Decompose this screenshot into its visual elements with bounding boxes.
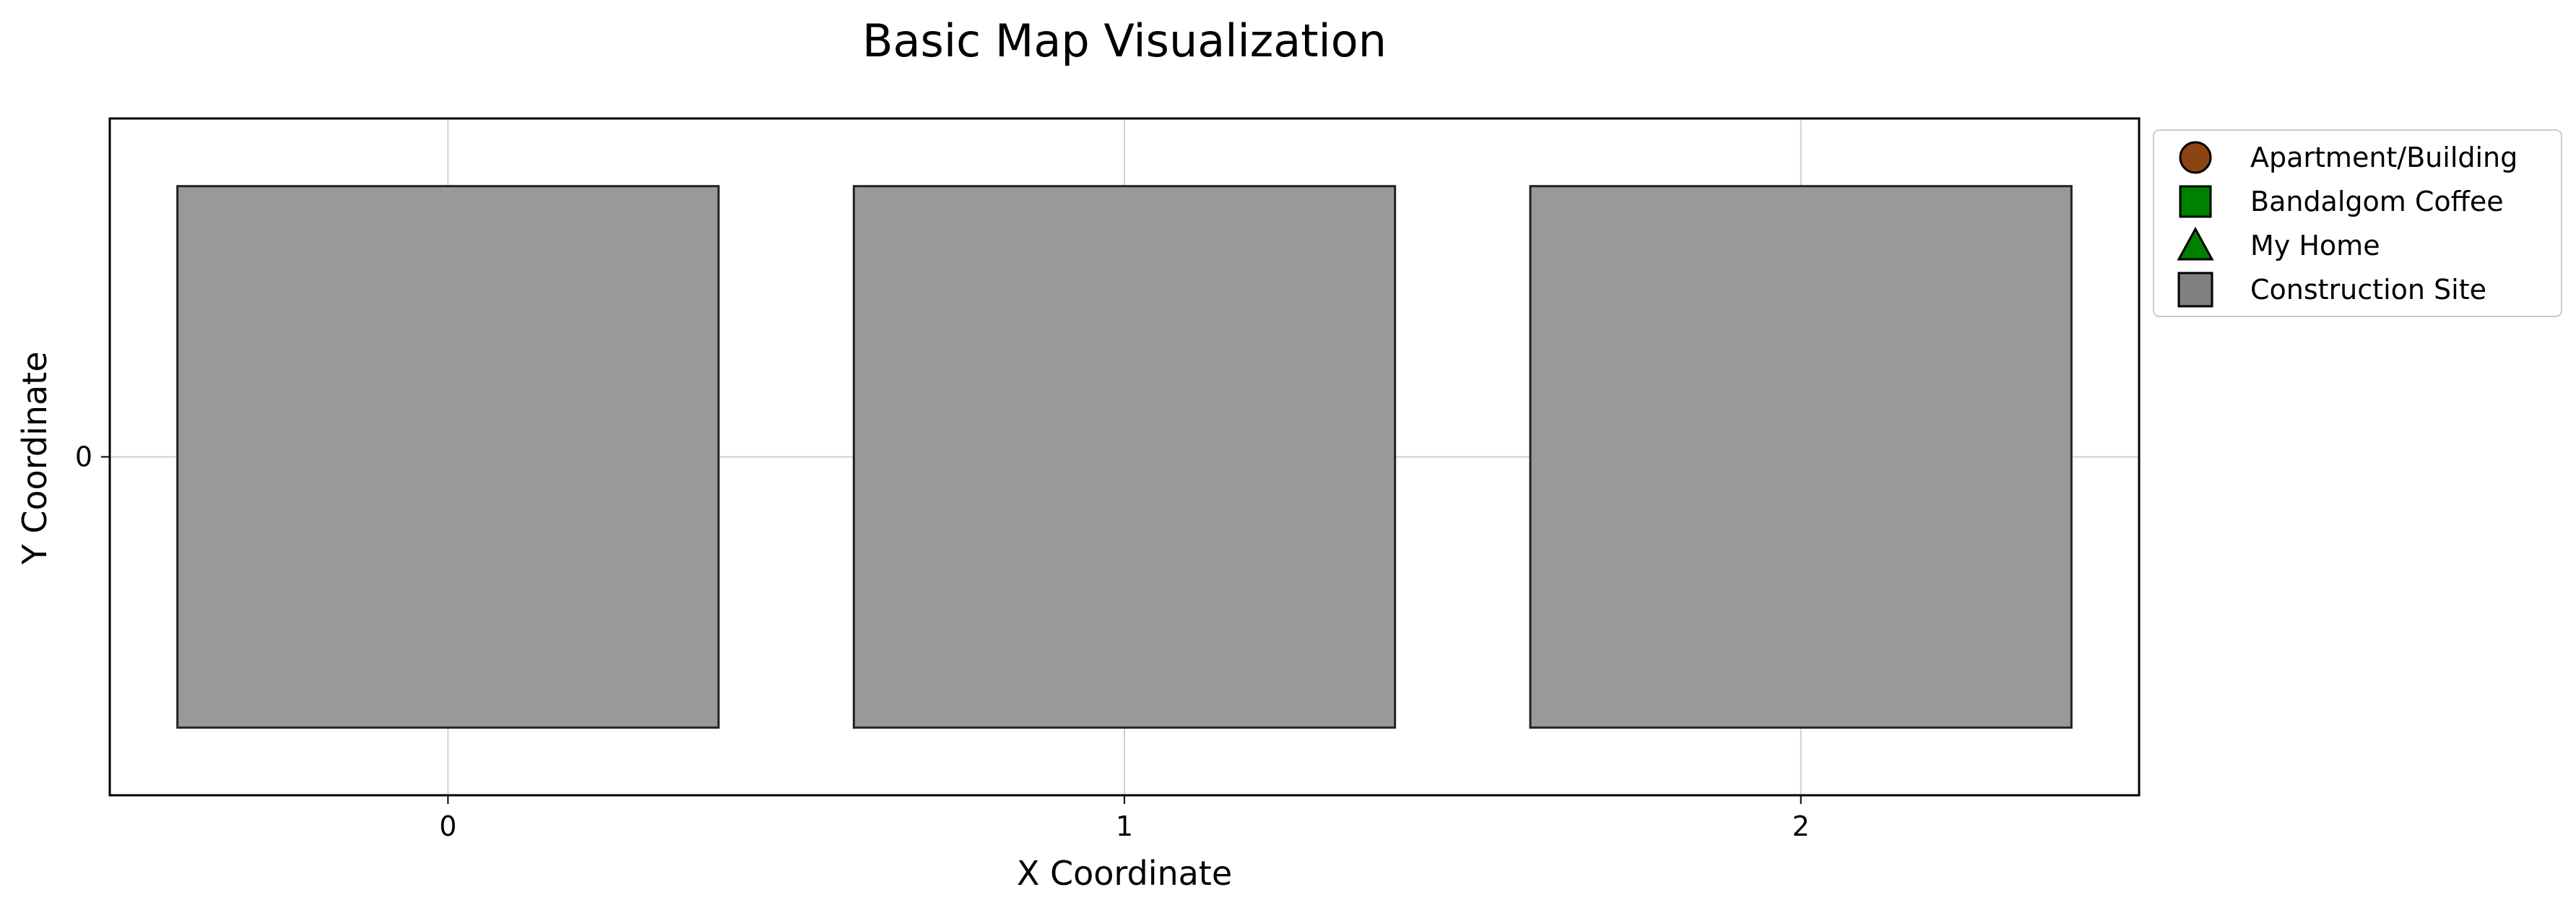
y-tick-label: 0 (75, 441, 92, 473)
legend-triangle-icon (2177, 226, 2214, 261)
construction-site-cell (1529, 185, 2073, 729)
legend-circle-icon (2179, 141, 2212, 174)
legend-square-icon (2179, 185, 2212, 218)
construction-site-cell (176, 185, 720, 729)
x-tick-label: 0 (439, 810, 456, 842)
construction-site-cell (852, 185, 1397, 729)
legend-label: Apartment/Building (2250, 142, 2518, 173)
legend-box (2153, 129, 2562, 317)
legend: Apartment/Building Bandalgom Coffee My Hom… (2153, 129, 2562, 317)
legend-label: My Home (2250, 230, 2380, 261)
x-tick-label: 2 (1792, 810, 1810, 842)
x-axis-label: X Coordinate (1017, 854, 1232, 893)
axis-ticks: 0 1 2 0 (75, 441, 1810, 843)
x-tick-label: 1 (1116, 810, 1133, 842)
legend-label: Construction Site (2250, 274, 2486, 306)
legend-square-icon (2177, 272, 2213, 308)
map-cells (176, 185, 2073, 729)
legend-label: Bandalgom Coffee (2250, 186, 2504, 217)
y-axis-label: Y Coordinate (15, 352, 54, 566)
chart-title: Basic Map Visualization (862, 14, 1387, 67)
